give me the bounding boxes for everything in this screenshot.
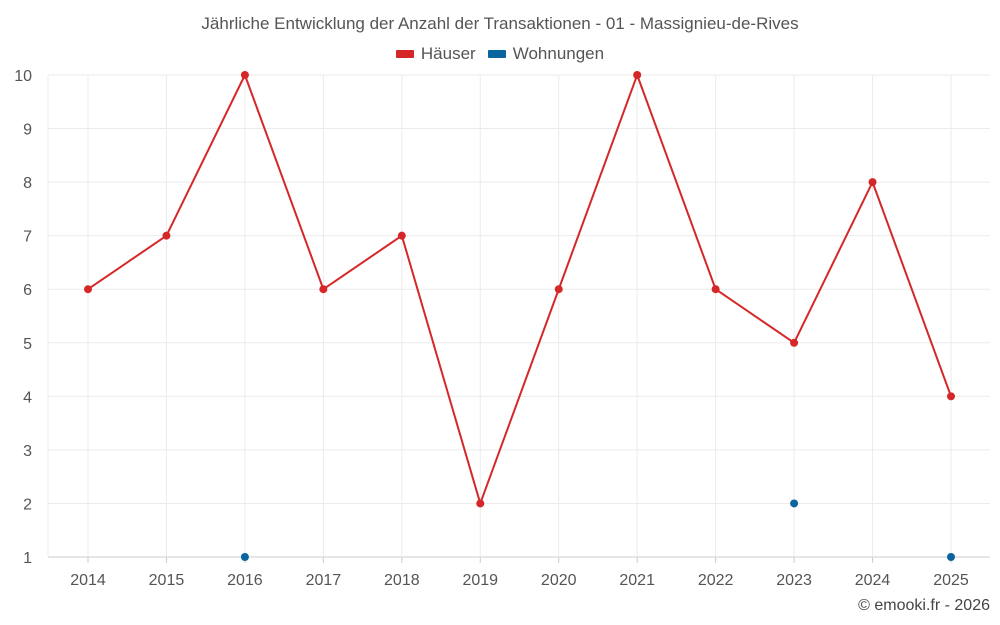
legend-label-haeuser: Häuser: [420, 44, 476, 63]
y-tick-label-7: 7: [23, 229, 32, 246]
data-point-haeuser-2025: [947, 392, 955, 401]
data-point-haeuser-2017: [319, 285, 328, 294]
data-point-haeuser-2021: [633, 71, 642, 79]
y-tick-label-3: 3: [23, 443, 32, 460]
data-point-haeuser-2023: [790, 338, 799, 347]
legend-swatch-haeuser: [395, 50, 414, 58]
data-point-haeuser-2024: [868, 178, 877, 187]
data-point-wohnungen-2016: [240, 553, 249, 561]
x-tick-label-2015: 2015: [149, 572, 185, 589]
data-point-haeuser-2018: [397, 231, 406, 240]
x-tick-label-2023: 2023: [776, 572, 812, 589]
data-point-wohnungen-2025: [947, 553, 955, 561]
data-point-wohnungen-2023: [790, 499, 799, 508]
x-tick-label-2025: 2025: [933, 572, 969, 589]
x-tick-label-2022: 2022: [698, 572, 734, 589]
legend-item-haeuser[interactable]: Häuser: [395, 44, 476, 64]
y-tick-label-1: 1: [23, 550, 32, 567]
data-point-haeuser-2014: [84, 285, 92, 294]
y-tick-label-8: 8: [23, 175, 32, 192]
chart-title: Jährliche Entwicklung der Anzahl der Tra…: [201, 14, 799, 33]
legend-item-wohnungen[interactable]: Wohnungen: [487, 44, 605, 64]
y-tick-label-4: 4: [23, 389, 32, 406]
x-tick-label-2024: 2024: [855, 572, 891, 589]
data-point-haeuser-2016: [240, 71, 249, 79]
legend: Häuser Wohnungen: [0, 44, 1000, 64]
watermark: © emooki.fr - 2026: [858, 597, 990, 614]
x-tick-label-2016: 2016: [227, 572, 263, 589]
data-point-haeuser-2020: [554, 285, 563, 294]
series-line-haeuser: [87, 74, 952, 505]
legend-label-wohnungen: Wohnungen: [512, 44, 605, 63]
x-tick-label-2017: 2017: [306, 572, 342, 589]
x-tick-label-2020: 2020: [541, 572, 577, 589]
y-tick-label-9: 9: [23, 122, 32, 139]
y-tick-label-6: 6: [23, 282, 32, 299]
x-tick-label-2018: 2018: [384, 572, 420, 589]
y-tick-label-2: 2: [23, 496, 32, 513]
legend-swatch-wohnungen: [487, 50, 506, 58]
x-tick-label-2021: 2021: [619, 572, 655, 589]
x-tick-label-2019: 2019: [462, 572, 498, 589]
y-tick-label-10: 10: [14, 68, 32, 85]
data-point-haeuser-2015: [162, 231, 171, 240]
x-tick-label-2014: 2014: [70, 572, 106, 589]
y-tick-label-5: 5: [23, 336, 32, 353]
data-point-haeuser-2019: [476, 499, 485, 508]
data-point-haeuser-2022: [711, 285, 720, 294]
